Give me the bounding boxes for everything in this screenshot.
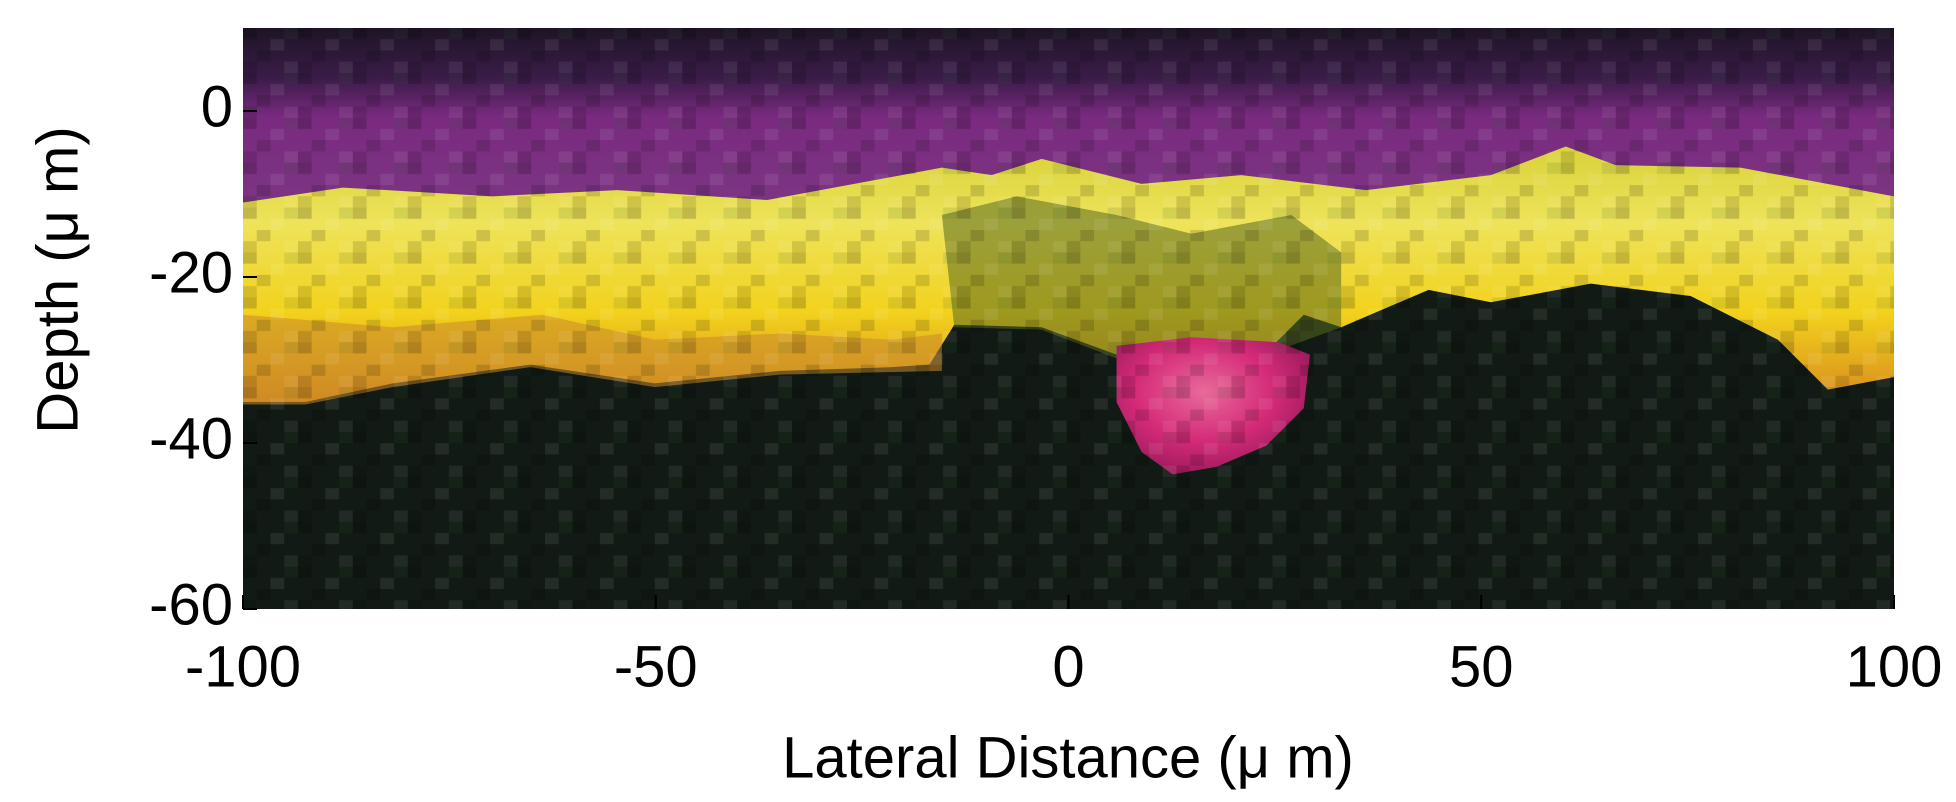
x-tick-label: -100	[185, 634, 301, 699]
x-tick-label: 0	[1052, 634, 1084, 699]
y-tick-label: -40	[149, 406, 233, 471]
y-tick-label: -20	[149, 240, 233, 305]
x-tick-label: 100	[1846, 634, 1943, 699]
x-tick-label: 50	[1449, 634, 1514, 699]
y-tick-label: 0	[201, 74, 233, 139]
x-axis-label: Lateral Distance (μ m)	[782, 725, 1354, 790]
y-tick-label: -60	[149, 572, 233, 637]
image	[243, 28, 1894, 609]
x-tick-label: -50	[614, 634, 698, 699]
y-axis-label: Depth (μ m)	[25, 126, 90, 433]
